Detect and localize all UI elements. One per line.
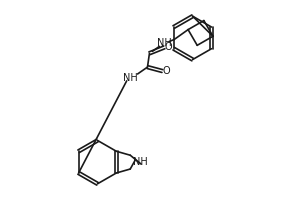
- Text: NH: NH: [123, 73, 138, 83]
- Text: O: O: [163, 66, 170, 76]
- Text: NH: NH: [133, 157, 148, 167]
- Text: O: O: [164, 42, 172, 52]
- Text: NH: NH: [157, 38, 172, 48]
